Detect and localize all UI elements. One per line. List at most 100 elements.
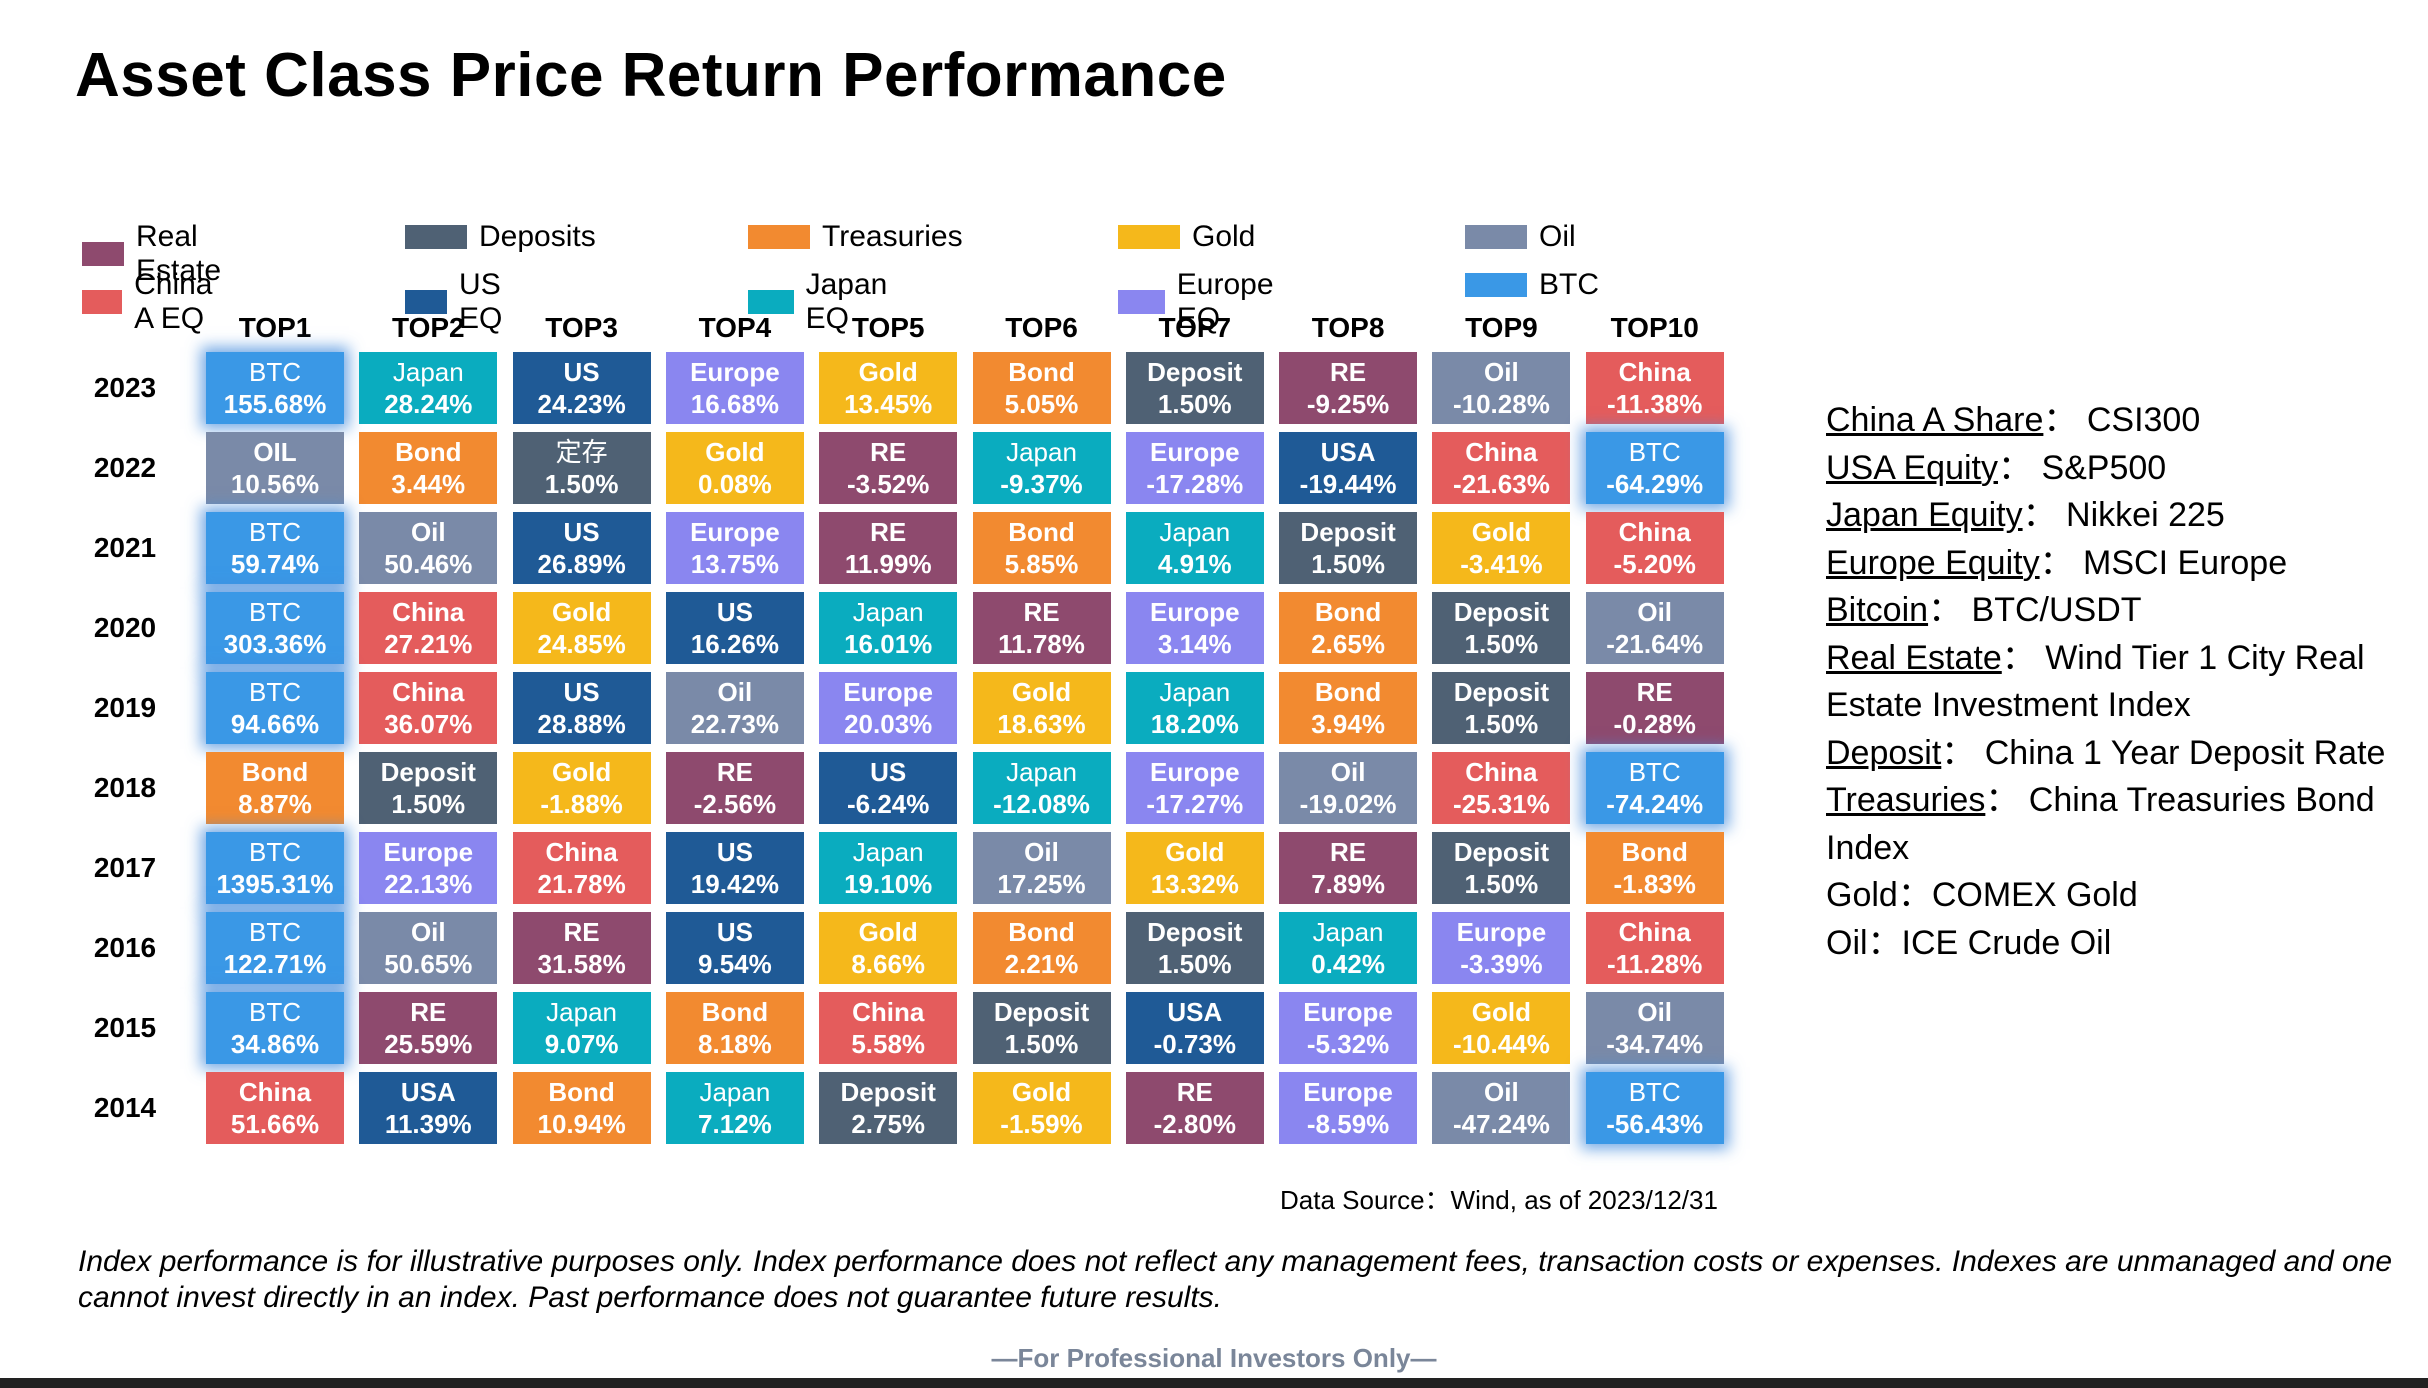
cell-asset-name: Europe (690, 517, 780, 547)
cell-2021-top4: Europe 13.75% (665, 512, 804, 584)
cell-2022-top6: Japan -9.37% (972, 432, 1111, 504)
note-label: Europe Equity (1826, 543, 2040, 582)
cell-asset-name: Deposit (1147, 917, 1243, 947)
legend-item-gold: Gold (1118, 220, 1255, 254)
cell-2019-top10: RE -0.28% (1585, 672, 1724, 744)
cell-2023-top7: Deposit 1.50% (1125, 352, 1264, 424)
note-label: Bitcoin (1826, 591, 1929, 629)
cell-asset-name: Europe (1150, 437, 1240, 467)
note-label: Japan Equity (1826, 496, 2023, 534)
cell-asset-name: Europe (843, 677, 933, 707)
cell-return-value: -1.59% (1000, 1109, 1083, 1139)
cell-return-value: -25.31% (1452, 789, 1550, 819)
cell-return-value: 18.20% (1150, 709, 1239, 739)
cell-return-value: 1.50% (544, 469, 619, 499)
cell-2017-top10: Bond -1.83% (1585, 832, 1724, 904)
cell-asset-name: BTC (249, 677, 301, 707)
cell-asset-name: Bond (1008, 517, 1075, 547)
cell-return-value: -17.27% (1146, 789, 1244, 819)
cell-return-value: 3.94% (1311, 709, 1385, 739)
cell-asset-name: Deposit (1453, 837, 1550, 867)
cell-asset-name: BTC (249, 517, 301, 547)
disclaimer: Index performance is for illustrative pu… (78, 1245, 2393, 1314)
cell-asset-name: China (1618, 357, 1691, 387)
legend-label: US EQ (459, 268, 503, 335)
column-header-top10: TOP10 (1610, 312, 1699, 343)
cell-return-value: -5.20% (1613, 549, 1696, 579)
cell-2015-top1: BTC 34.86% (206, 992, 344, 1064)
cell-2019-top2: China 36.07% (359, 672, 498, 744)
cell-asset-name: Deposit (1453, 677, 1550, 707)
note-text: BTC/USDT (1971, 591, 2142, 629)
cell-asset-name: 定存 (555, 437, 608, 467)
cell-return-value: -3.52% (846, 469, 930, 499)
cell-asset-name: RE (410, 997, 447, 1027)
legend-item-oil: Oil (1465, 220, 1576, 254)
cell-2018-top5: US -6.24% (819, 752, 958, 824)
cell-asset-name: Japan (852, 597, 924, 627)
cell-asset-name: Bond (1008, 357, 1075, 387)
note-line: China A Share： CSI300 (1826, 401, 2201, 439)
cell-asset-name: RE (870, 437, 907, 467)
cell-2016-top8: Japan 0.42% (1279, 912, 1418, 984)
note-label: USA Equity (1826, 448, 1998, 487)
cell-2021-top9: Gold -3.41% (1432, 512, 1571, 584)
cell-asset-name: Gold (1471, 997, 1531, 1027)
cell-asset-name: Bond (1314, 597, 1382, 627)
cell-2015-top8: Europe -5.32% (1279, 992, 1418, 1064)
cell-2021-top2: Oil 50.46% (359, 512, 498, 584)
cell-asset-name: Europe (1303, 1077, 1393, 1107)
cell-return-value: -5.32% (1306, 1029, 1390, 1059)
cell-return-value: 51.66% (230, 1109, 320, 1139)
cell-return-value: 31.58% (537, 949, 626, 979)
cell-2020-top1: BTC 303.36% (206, 592, 344, 664)
cell-return-value: 1.50% (1157, 949, 1232, 979)
cell-asset-name: Deposit (1300, 517, 1396, 547)
cell-2020-top8: Bond 2.65% (1279, 592, 1418, 664)
cell-return-value: 1.50% (391, 789, 466, 819)
cell-2014-top4: Japan 7.12% (665, 1072, 804, 1144)
cell-return-value: 34.86% (230, 1029, 320, 1059)
cell-asset-name: China (1465, 757, 1538, 787)
column-header-top6: TOP6 (1005, 312, 1078, 343)
cell-return-value: 1.50% (1464, 869, 1539, 899)
note-text: S&P500 (2041, 448, 2167, 487)
cell-asset-name: Bond (241, 757, 309, 787)
cell-2022-top4: Gold 0.08% (665, 432, 804, 504)
cell-asset-name: China (238, 1077, 312, 1107)
cell-asset-name: China (1465, 437, 1538, 467)
cell-2017-top6: Oil 17.25% (972, 832, 1111, 904)
cell-return-value: -19.02% (1299, 789, 1397, 819)
cell-asset-name: BTC (249, 357, 301, 387)
cell-asset-name: RE (1176, 1077, 1213, 1107)
cell-asset-name: Gold (705, 437, 765, 467)
cell-2014-top8: Europe -8.59% (1279, 1072, 1418, 1144)
note-line: Oil：ICE Crude Oil (1826, 920, 2386, 968)
cell-2020-top5: Japan 16.01% (819, 592, 958, 664)
cell-asset-name: China (392, 677, 465, 707)
column-header-top5: TOP5 (851, 312, 925, 343)
legend-item-deposits: Deposits (405, 220, 596, 254)
cell-asset-name: Japan (699, 1077, 771, 1107)
cell-return-value: 9.54% (698, 949, 772, 979)
cell-return-value: 10.94% (537, 1109, 626, 1139)
cell-2022-top7: Europe -17.28% (1125, 432, 1264, 504)
cell-2016-top2: Oil 50.65% (359, 912, 498, 984)
cell-return-value: 5.85% (1004, 549, 1079, 579)
cell-asset-name: Japan (1006, 757, 1077, 787)
cell-2022-top3: 定存 1.50% (512, 432, 651, 504)
cell-2023-top1: BTC 155.68% (206, 352, 344, 424)
note-line: Bitcoin： BTC/USDT (1826, 591, 2142, 629)
cell-return-value: 3.14% (1157, 629, 1232, 659)
cell-return-value: 26.89% (537, 549, 626, 579)
cell-return-value: 1.50% (1004, 1029, 1079, 1059)
column-header-top9: TOP9 (1465, 312, 1538, 343)
column-header-top3: TOP3 (545, 312, 618, 343)
cell-2017-top2: Europe 22.13% (359, 832, 498, 904)
cell-2020-top2: China 27.21% (359, 592, 498, 664)
legend-label: Real Estate (136, 220, 222, 287)
cell-asset-name: Gold (1165, 837, 1225, 867)
cell-asset-name: Japan (852, 837, 924, 867)
cell-asset-name: Oil (717, 677, 753, 707)
cell-2015-top6: Deposit 1.50% (972, 992, 1111, 1064)
